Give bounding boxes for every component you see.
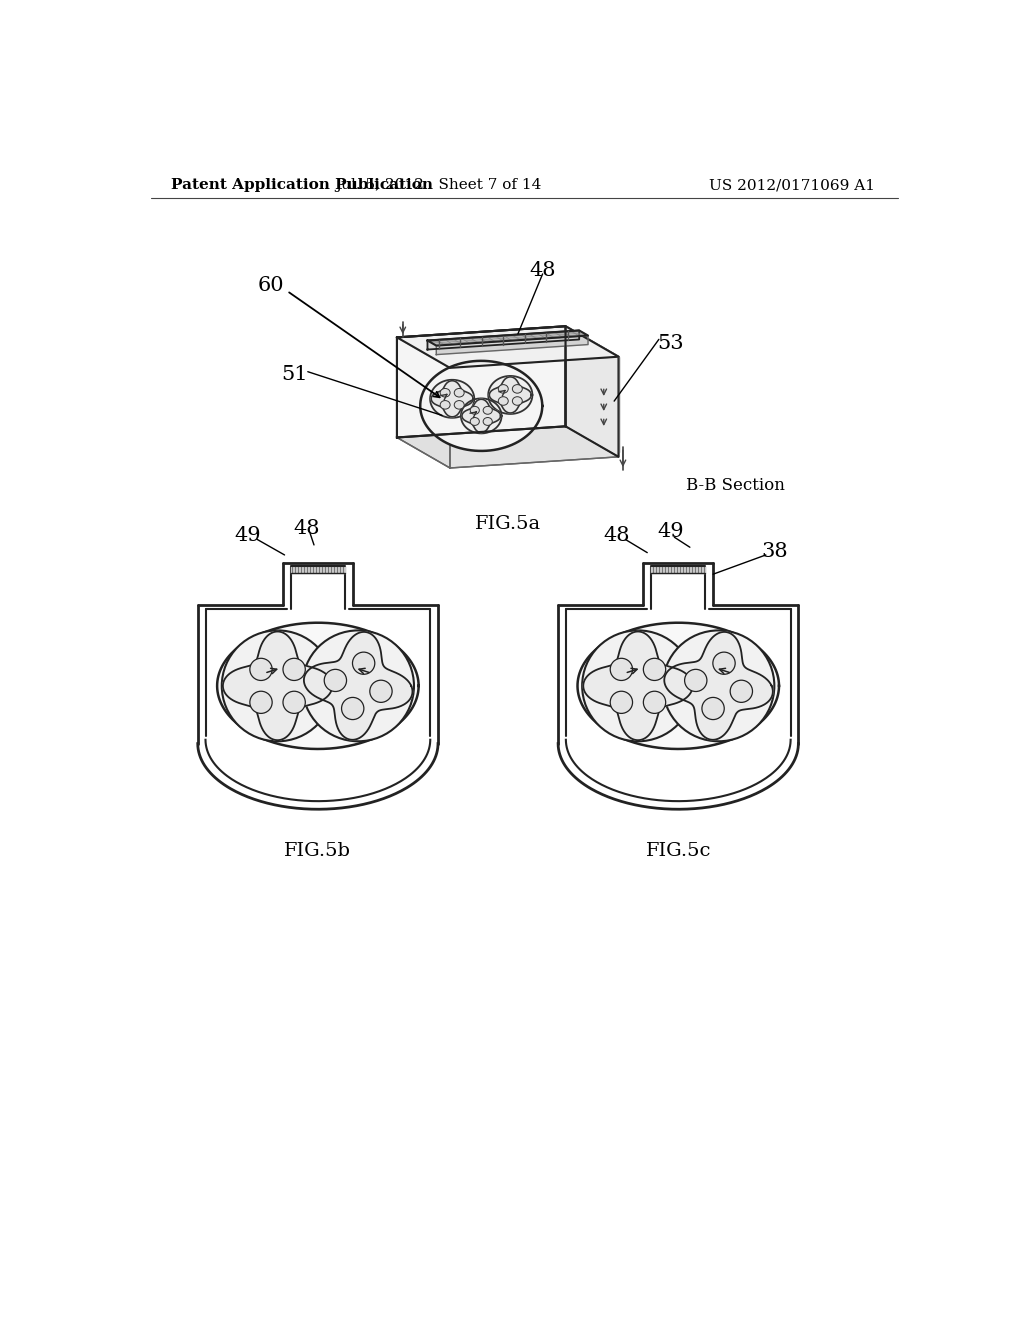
Circle shape	[222, 631, 334, 742]
Polygon shape	[304, 632, 413, 739]
Polygon shape	[450, 356, 618, 469]
Bar	[651, 566, 706, 573]
Text: FIG.5c: FIG.5c	[645, 842, 711, 861]
Ellipse shape	[440, 400, 451, 409]
Text: FIG.5a: FIG.5a	[475, 515, 541, 533]
Polygon shape	[584, 631, 692, 741]
Text: 49: 49	[234, 527, 261, 545]
Circle shape	[250, 692, 272, 713]
Polygon shape	[436, 335, 588, 355]
Polygon shape	[223, 631, 332, 741]
Text: B-B Section: B-B Section	[686, 477, 784, 494]
Polygon shape	[397, 326, 565, 437]
Bar	[291, 566, 345, 573]
Circle shape	[685, 669, 707, 692]
Circle shape	[352, 652, 375, 675]
Ellipse shape	[512, 397, 522, 405]
Circle shape	[283, 659, 305, 681]
Circle shape	[370, 680, 392, 702]
Polygon shape	[397, 426, 618, 469]
Polygon shape	[488, 376, 532, 414]
Ellipse shape	[455, 388, 464, 397]
Text: 48: 48	[529, 260, 556, 280]
Ellipse shape	[483, 417, 493, 425]
Circle shape	[663, 631, 774, 742]
Circle shape	[250, 659, 272, 681]
Polygon shape	[397, 338, 450, 469]
Ellipse shape	[440, 388, 451, 397]
Circle shape	[701, 697, 724, 719]
Polygon shape	[489, 378, 531, 413]
Polygon shape	[565, 326, 618, 457]
Circle shape	[730, 680, 753, 702]
Ellipse shape	[455, 400, 464, 409]
Ellipse shape	[499, 384, 508, 393]
Text: 49: 49	[657, 523, 684, 541]
Polygon shape	[578, 623, 779, 748]
Polygon shape	[427, 330, 580, 350]
Text: 48: 48	[603, 527, 630, 545]
Text: FIG.5b: FIG.5b	[285, 842, 351, 861]
Polygon shape	[431, 380, 473, 417]
Circle shape	[342, 697, 364, 719]
Polygon shape	[397, 326, 618, 368]
Circle shape	[643, 659, 666, 681]
Polygon shape	[217, 623, 419, 748]
Text: 48: 48	[293, 519, 319, 537]
Circle shape	[713, 652, 735, 675]
Circle shape	[610, 692, 633, 713]
Text: 60: 60	[258, 276, 285, 294]
Text: Jul. 5, 2012   Sheet 7 of 14: Jul. 5, 2012 Sheet 7 of 14	[335, 178, 542, 193]
Polygon shape	[462, 399, 501, 433]
Polygon shape	[461, 399, 502, 433]
Circle shape	[302, 631, 414, 742]
Ellipse shape	[512, 384, 522, 393]
Polygon shape	[430, 380, 474, 418]
Circle shape	[283, 692, 305, 713]
Text: US 2012/0171069 A1: US 2012/0171069 A1	[710, 178, 876, 193]
Polygon shape	[665, 632, 773, 739]
Polygon shape	[427, 330, 588, 346]
Ellipse shape	[499, 397, 508, 405]
Text: 53: 53	[657, 334, 684, 352]
Text: 38: 38	[762, 541, 788, 561]
Circle shape	[643, 692, 666, 713]
Polygon shape	[420, 360, 543, 451]
Ellipse shape	[483, 407, 493, 414]
Circle shape	[583, 631, 693, 742]
Ellipse shape	[470, 417, 479, 425]
Circle shape	[325, 669, 346, 692]
Circle shape	[610, 659, 633, 681]
Ellipse shape	[470, 407, 479, 414]
Text: Patent Application Publication: Patent Application Publication	[171, 178, 432, 193]
Text: 51: 51	[282, 364, 308, 384]
